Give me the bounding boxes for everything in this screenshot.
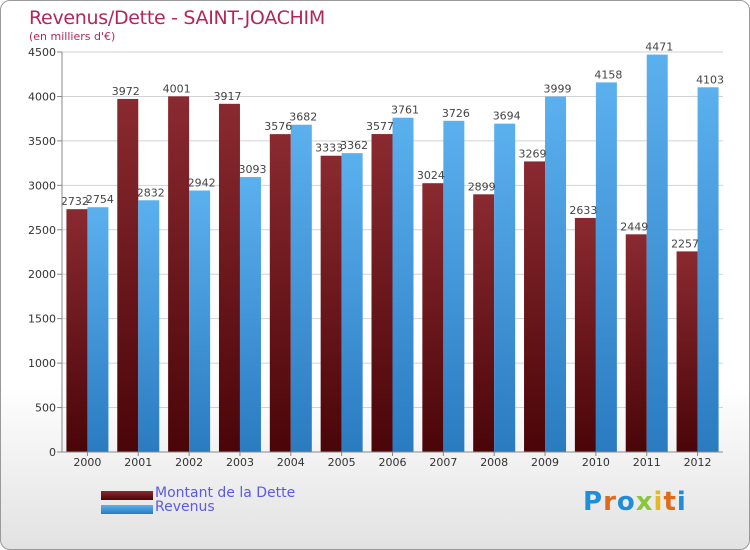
value-label-revenus: 2832 (137, 186, 165, 199)
bar-revenus (443, 120, 465, 453)
bar-dette (117, 98, 139, 452)
y-tick-label: 0 (49, 446, 56, 459)
proxiti-logo: Proxiti (583, 487, 687, 517)
value-label-dette: 2257 (671, 237, 699, 250)
value-label-revenus: 4471 (645, 41, 673, 54)
value-label-revenus: 2942 (188, 176, 216, 189)
logo-letter: i (676, 487, 687, 517)
bar-dette (320, 155, 342, 452)
chart-title: Revenus/Dette - SAINT-JOACHIM (29, 7, 325, 29)
x-tick-label: 2005 (328, 456, 356, 469)
value-label-revenus: 3761 (391, 104, 419, 117)
chart-subtitle: (en milliers d'€) (29, 30, 116, 43)
x-tick-label: 2002 (175, 456, 203, 469)
bar-dette (371, 134, 393, 453)
value-label-revenus: 3682 (289, 111, 317, 124)
x-axis-ticks: 2000 2001 2002 2003 2004 2005 2006 2007 2008 2009… (73, 452, 712, 469)
x-tick-label: 2011 (633, 456, 661, 469)
bar-revenus (87, 207, 109, 452)
bars (66, 54, 719, 453)
y-tick-label: 3000 (28, 179, 56, 192)
bar-dette (625, 234, 647, 452)
x-tick-label: 2006 (379, 456, 407, 469)
bar-revenus (189, 190, 211, 452)
axes (61, 52, 723, 453)
y-tick-label: 4500 (28, 46, 56, 59)
y-axis-ticks: 0 500 1000 1500 2000 2500 3000 3500 4000 4500 (28, 46, 62, 459)
value-label-dette: 3269 (519, 147, 547, 160)
bar-revenus (494, 123, 516, 453)
x-tick-label: 2012 (684, 456, 712, 469)
value-label-dette: 3917 (213, 90, 241, 103)
legend-label-revenus: Revenus (155, 499, 215, 515)
bar-dette (473, 194, 495, 453)
value-label-revenus: 4103 (696, 73, 724, 86)
value-label-dette: 3972 (112, 85, 140, 98)
bar-dette (269, 134, 291, 452)
value-label-revenus: 3694 (493, 110, 521, 123)
x-tick-label: 2001 (124, 456, 152, 469)
bar-dette (168, 96, 190, 452)
x-tick-label: 2003 (226, 456, 254, 469)
y-tick-label: 1000 (28, 357, 56, 370)
bar-dette (218, 103, 240, 453)
y-tick-label: 1500 (28, 313, 56, 326)
x-tick-label: 2007 (429, 456, 457, 469)
value-label-dette: 2732 (61, 195, 89, 208)
value-label-dette: 3577 (366, 120, 394, 133)
y-tick-label: 500 (35, 402, 56, 415)
bar-revenus (239, 177, 261, 453)
bar-dette (66, 209, 88, 452)
bar-revenus (290, 124, 312, 452)
bar-revenus (697, 87, 719, 453)
value-label-dette: 4001 (163, 82, 191, 95)
bar-revenus (341, 153, 363, 452)
bar-dette (422, 183, 444, 452)
bar-revenus (392, 117, 414, 452)
logo-letter: i (653, 487, 664, 517)
x-tick-label: 2008 (480, 456, 508, 469)
x-tick-label: 2004 (277, 456, 305, 469)
value-label-dette: 3576 (264, 120, 292, 133)
y-tick-label: 3500 (28, 135, 56, 148)
bar-dette (676, 251, 698, 452)
value-label-dette: 2449 (620, 220, 648, 233)
value-label-revenus: 3093 (238, 163, 266, 176)
bar-revenus (138, 200, 160, 452)
legend-swatch-debt (101, 491, 153, 500)
y-tick-label: 2500 (28, 224, 56, 237)
value-label-revenus: 4158 (594, 68, 622, 81)
x-tick-label: 2010 (582, 456, 610, 469)
logo-letter: r (603, 487, 617, 517)
y-tick-label: 4000 (28, 90, 56, 103)
value-label-revenus: 3362 (340, 139, 368, 152)
bar-dette (574, 217, 596, 452)
value-label-dette: 2633 (569, 204, 597, 217)
logo-letter: t (663, 487, 677, 517)
value-label-revenus: 2754 (86, 193, 114, 206)
y-tick-label: 2000 (28, 268, 56, 281)
value-label-revenus: 3999 (544, 83, 572, 96)
x-tick-label: 2000 (73, 456, 101, 469)
bar-dette (524, 161, 546, 452)
logo-letter: o (616, 487, 636, 517)
x-tick-label: 2009 (531, 456, 559, 469)
logo-letter: x (635, 487, 654, 517)
bar-revenus (595, 82, 617, 453)
bar-revenus (545, 96, 567, 453)
legend-label-debt: Montant de la Dette (155, 485, 296, 501)
legend-swatch-revenus (101, 505, 153, 514)
value-label-revenus: 3726 (442, 107, 470, 120)
value-label-dette: 3024 (417, 169, 445, 182)
value-label-dette: 3333 (315, 142, 343, 155)
value-label-dette: 2899 (468, 180, 496, 193)
bar-revenus (646, 54, 668, 452)
logo-letter: P (583, 487, 604, 517)
